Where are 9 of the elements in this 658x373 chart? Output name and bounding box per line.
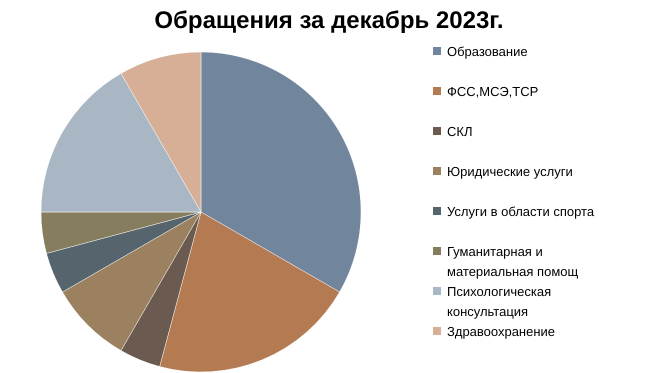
legend-label: Психологическая консультация (447, 284, 552, 319)
legend-label: Образование (447, 44, 528, 59)
legend-label: Здравоохранение (447, 324, 556, 339)
legend-label: Услуги в области спорта (447, 204, 595, 219)
legend-label: Гуманитарная и материальная помощ (447, 244, 578, 279)
legend-label: Юридические услуги (447, 164, 573, 179)
legend-label: СКЛ (447, 124, 472, 139)
legend-label: ФСС,МСЭ,ТСР (447, 84, 538, 99)
chart-title: Обращения за декабрь 2023г. (154, 7, 504, 34)
